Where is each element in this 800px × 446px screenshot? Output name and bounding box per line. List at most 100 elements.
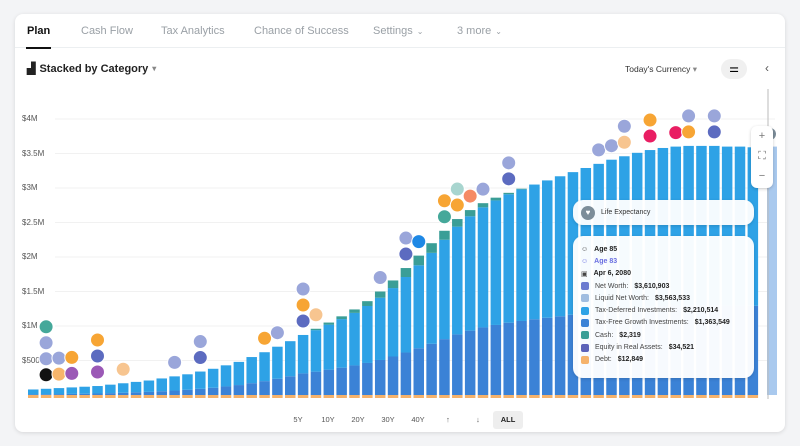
chevron-left-icon: ‹ xyxy=(765,61,769,75)
currency-selector[interactable]: Today's Currency ▾ xyxy=(625,64,697,75)
event-marker-icon xyxy=(642,112,658,128)
bar-tax-deferred xyxy=(220,365,232,387)
event-marker-icon xyxy=(38,319,54,335)
bar-tax-deferred xyxy=(490,200,502,325)
zoom-in-button[interactable]: + xyxy=(758,130,766,142)
event-marker-icon xyxy=(167,354,183,370)
collapse-button[interactable]: ‹ xyxy=(765,61,769,75)
bar-tax-free xyxy=(143,391,155,395)
range-button[interactable]: ↓ xyxy=(476,415,480,424)
bar-tax-deferred xyxy=(259,352,270,382)
event-marker-icon xyxy=(90,364,105,380)
tab-more[interactable]: 3 more ⌄ xyxy=(457,25,502,37)
bar-debt xyxy=(734,395,746,398)
tab-settings[interactable]: Settings ⌄ xyxy=(373,25,423,37)
bar-tax-deferred xyxy=(477,207,489,328)
tooltip-item-label: Equity in Real Assets: xyxy=(595,344,663,352)
range-button[interactable]: 40Y xyxy=(411,415,425,424)
bar-debt xyxy=(117,395,129,398)
event-marker-icon xyxy=(64,365,80,381)
range-selector: 5Y 10Y 20Y 30Y 40Y ↑ ↓ ALL xyxy=(283,411,523,429)
bar-debt xyxy=(207,395,219,398)
range-button[interactable]: ALL xyxy=(493,411,523,429)
event-marker-icon xyxy=(706,108,722,124)
range-button[interactable]: 10Y xyxy=(321,415,335,424)
range-button[interactable]: 20Y xyxy=(351,415,365,424)
bar-tax-free xyxy=(529,319,540,395)
bar-tax-free xyxy=(503,322,514,395)
legend-swatch xyxy=(581,331,589,340)
bar-tax-free xyxy=(452,334,463,395)
tab-tax-analytics[interactable]: Tax Analytics xyxy=(161,25,225,37)
bar-debt xyxy=(246,395,257,398)
bar-tax-deferred xyxy=(631,152,643,308)
bar-debt xyxy=(503,395,514,398)
event-marker-icon xyxy=(38,367,54,383)
bar-tax-deferred xyxy=(516,189,527,321)
event-marker-icon xyxy=(681,124,697,140)
bar-tax-deferred xyxy=(195,371,206,389)
bar-tax-deferred xyxy=(439,239,450,340)
filter-settings-button[interactable]: ⚌ xyxy=(721,59,747,79)
bar-tax-deferred xyxy=(721,146,733,306)
spouse-icon: ☺ xyxy=(581,257,589,265)
bar-debt xyxy=(349,395,360,398)
legend-swatch xyxy=(581,294,589,303)
event-marker-icon xyxy=(449,181,465,197)
bar-debt xyxy=(53,395,65,398)
event-marker-icon xyxy=(616,134,632,150)
life-expectancy-marker[interactable]: ♥ Life Expectancy xyxy=(573,200,754,225)
plan-card: Plan Cash Flow Tax Analytics Chance of S… xyxy=(15,14,785,432)
bar-tax-free xyxy=(117,392,129,395)
bar-tax-free xyxy=(195,388,206,395)
bar-tax-deferred xyxy=(413,265,424,349)
calendar-icon: ▣ xyxy=(581,270,588,278)
bar-tax-free xyxy=(413,348,424,395)
bar-tax-free xyxy=(567,314,579,395)
tab-plan[interactable]: Plan xyxy=(25,25,52,49)
bar-tax-deferred xyxy=(400,277,412,353)
bar-tax-deferred xyxy=(28,389,39,395)
bar-tax-deferred xyxy=(387,288,399,357)
bar-tax-deferred xyxy=(362,305,373,363)
range-button[interactable]: ↑ xyxy=(446,415,450,424)
y-tick-label: $1M xyxy=(22,321,38,330)
event-marker-icon xyxy=(115,361,131,377)
tooltip-item-label: Net Worth: xyxy=(595,282,629,290)
zoom-out-button[interactable]: − xyxy=(758,170,766,182)
bar-debt xyxy=(105,395,116,398)
zoom-fit-button[interactable]: ⛶ xyxy=(758,150,766,162)
bar-tax-deferred xyxy=(79,386,90,394)
bar-tax-deferred xyxy=(156,378,167,392)
bar-tax-deferred xyxy=(542,180,553,318)
bar-cash xyxy=(323,322,335,325)
bar-debt xyxy=(580,395,592,398)
bar-tax-deferred xyxy=(619,156,630,310)
chevron-down-icon: ⌄ xyxy=(495,27,502,36)
event-marker-icon xyxy=(501,155,517,171)
event-marker-icon xyxy=(591,142,607,158)
bar-debt xyxy=(79,395,90,398)
bar-tax-free xyxy=(323,369,335,395)
event-marker-icon xyxy=(308,307,324,323)
bar-debt xyxy=(439,395,450,398)
tab-cash-flow[interactable]: Cash Flow xyxy=(81,25,133,37)
y-tick-label: $4M xyxy=(22,114,38,123)
bar-tax-deferred xyxy=(734,146,746,306)
bar-debt xyxy=(657,395,669,398)
bar-debt xyxy=(362,395,373,398)
tab-settings-label: Settings xyxy=(373,25,413,37)
y-tick-label: $2M xyxy=(22,252,38,261)
range-button[interactable]: 5Y xyxy=(293,415,303,424)
tooltip-item: Equity in Real Assets: $34,521 xyxy=(581,341,746,353)
event-marker-icon xyxy=(38,335,54,351)
y-tick-label: $3M xyxy=(22,183,38,192)
bar-cash xyxy=(452,219,463,227)
event-marker-icon xyxy=(51,366,67,382)
view-selector[interactable]: ▟ Stacked by Category ▾ xyxy=(27,62,156,76)
bar-tax-deferred xyxy=(426,252,437,344)
tab-chance-of-success[interactable]: Chance of Success xyxy=(254,25,349,37)
tooltip-item-value: $12,849 xyxy=(617,356,644,364)
age-spouse: Age 83 xyxy=(594,257,618,265)
range-button[interactable]: 30Y xyxy=(381,415,395,424)
